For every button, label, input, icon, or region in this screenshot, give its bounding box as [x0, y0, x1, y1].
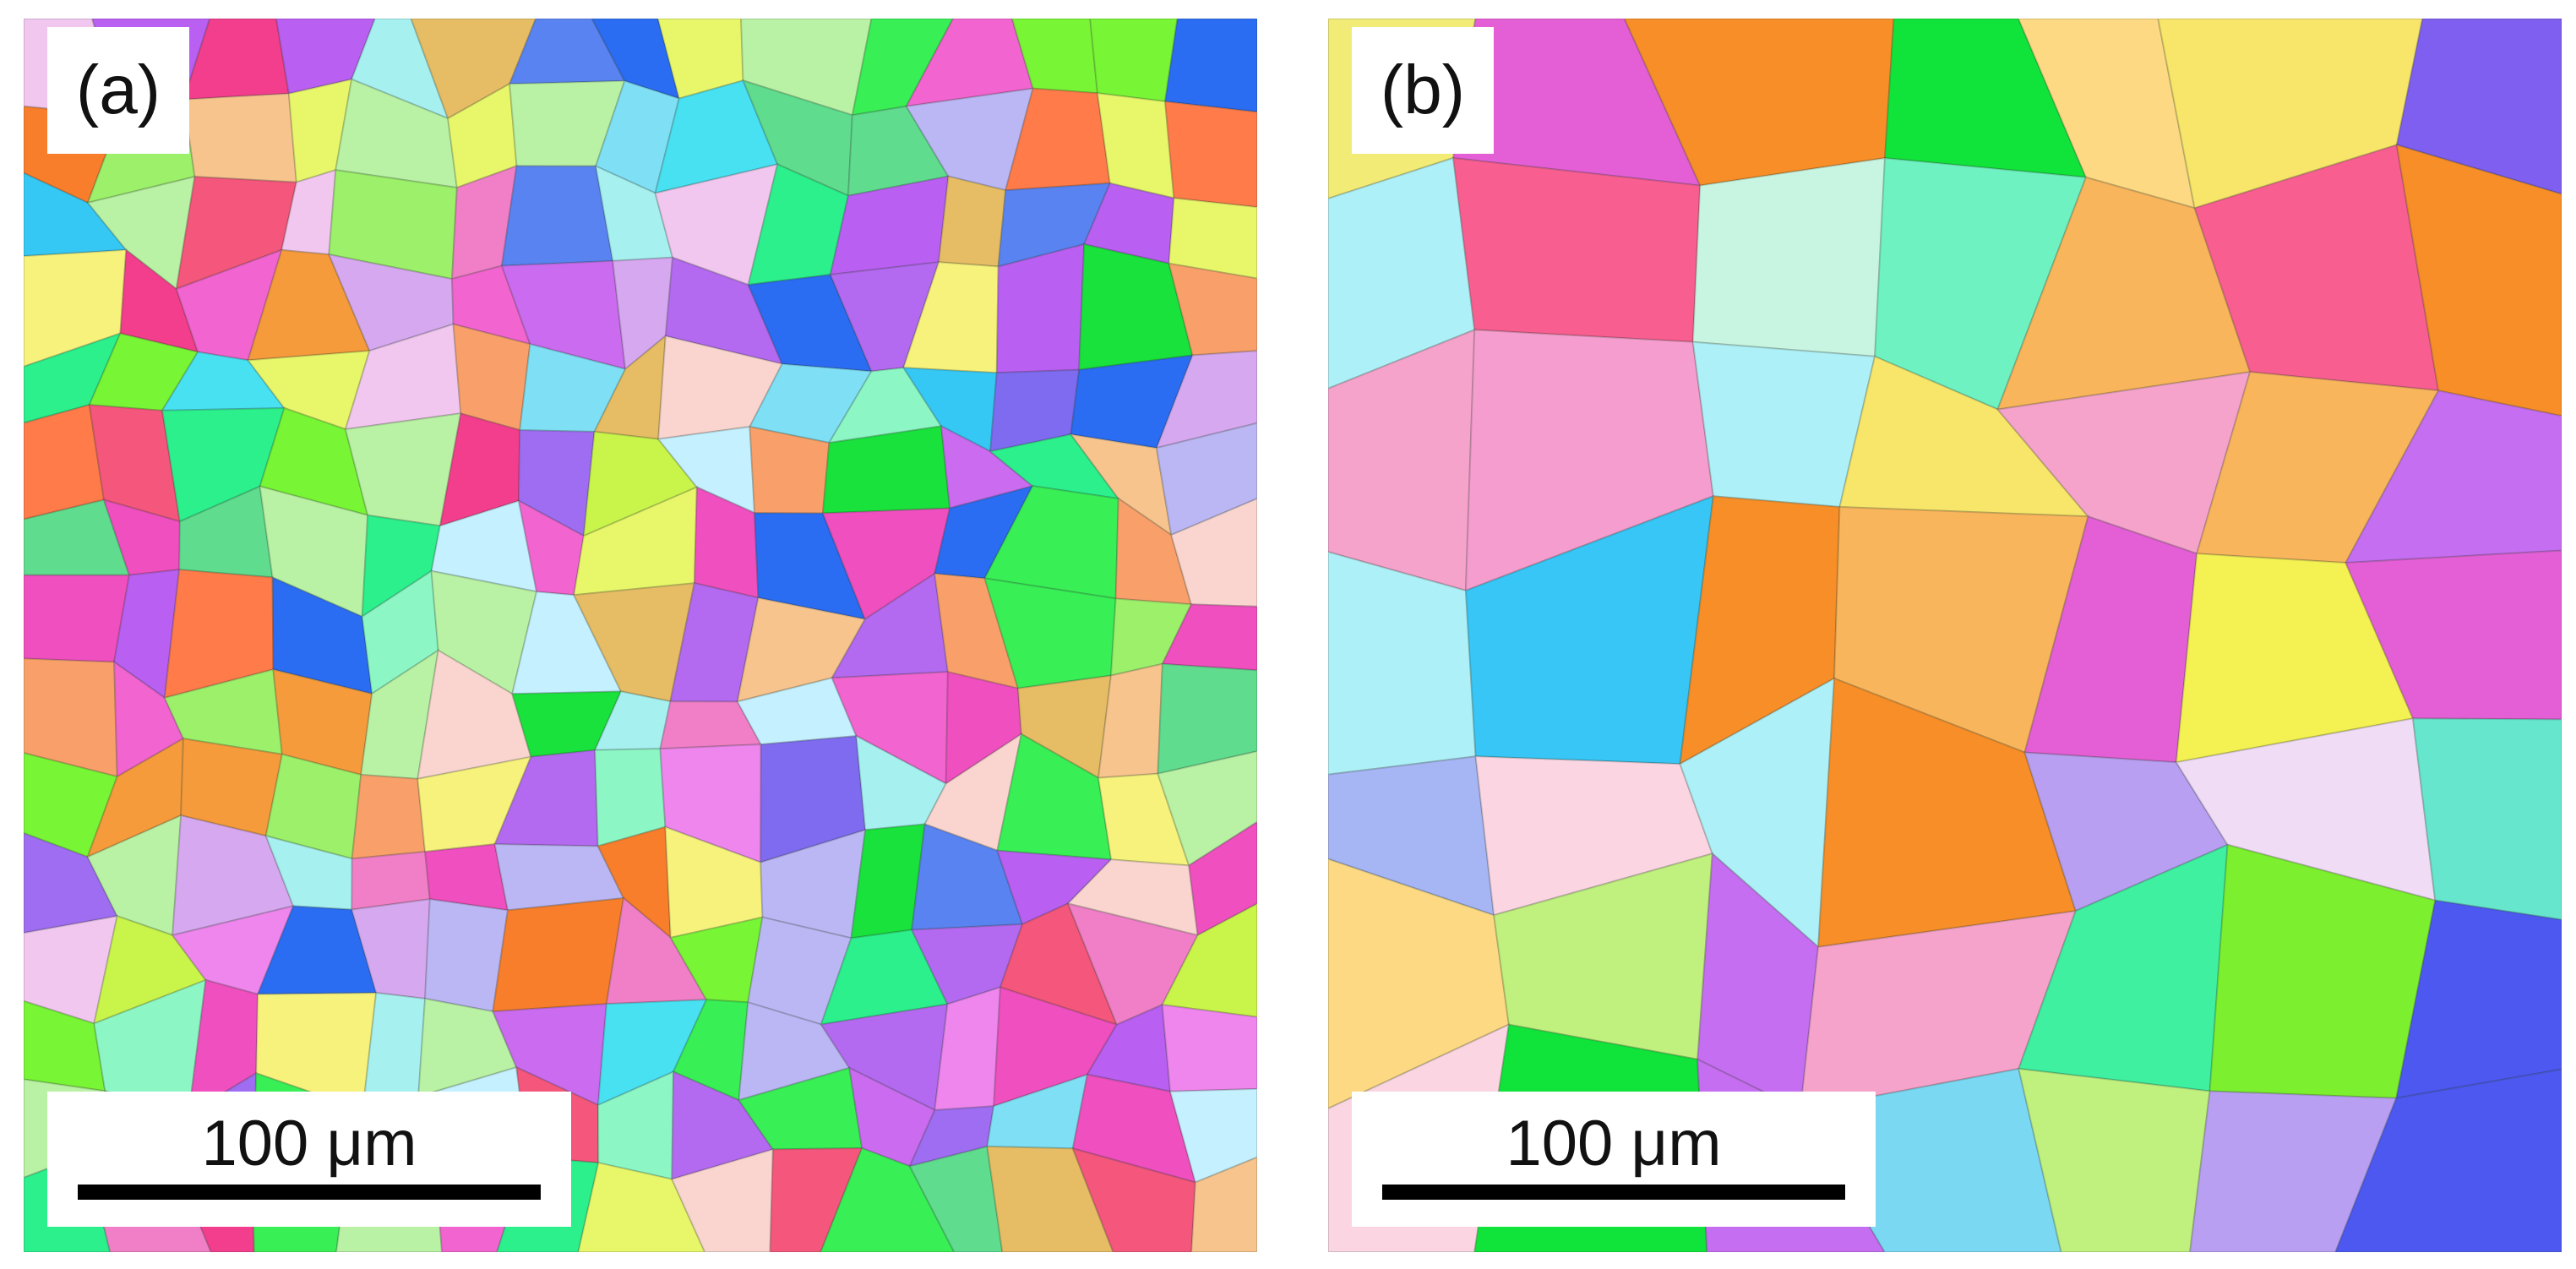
grain: [1451, 156, 1702, 343]
grain: [1071, 1146, 1196, 1252]
grain: [820, 1146, 956, 1252]
grain: [2344, 549, 2562, 721]
grain: [1155, 422, 1257, 536]
grain: [1190, 1156, 1257, 1252]
grain: [995, 242, 1086, 374]
grain: [1161, 603, 1257, 672]
grain: [1168, 262, 1257, 357]
scale-bar-b: 100 μm: [1352, 1092, 1876, 1227]
grain: [670, 1148, 774, 1252]
grain: [749, 425, 831, 515]
grain: [1168, 1087, 1257, 1184]
grain: [1155, 350, 1257, 449]
scale-bar-label-b: 100 μm: [1506, 1108, 1722, 1179]
grain: [500, 165, 614, 267]
grain: [1691, 156, 1887, 357]
grain: [2395, 899, 2562, 1100]
grain: [492, 896, 625, 1013]
grain: [1170, 498, 1257, 607]
grain: [1168, 197, 1257, 280]
grain: [182, 92, 297, 183]
grain: [2395, 144, 2562, 417]
ebsd-map-panel-a: (a) 100 μm: [24, 19, 1257, 1252]
grain: [24, 574, 131, 663]
grain: [1163, 100, 1257, 209]
grain: [1161, 902, 1257, 1018]
grain: [986, 1145, 1114, 1252]
grain-map-a: [24, 19, 1257, 1252]
grain: [1157, 662, 1257, 776]
grain: [1161, 1004, 1257, 1092]
grain: [2189, 1090, 2398, 1252]
grain: [908, 1145, 1004, 1252]
scale-bar-a: 100 μm: [47, 1092, 571, 1227]
grain: [2018, 1067, 2211, 1252]
grain: [769, 1146, 863, 1252]
scale-bar-line-a: [78, 1185, 541, 1200]
grain: [2411, 717, 2562, 921]
grain: [2334, 1068, 2562, 1252]
ebsd-map-panel-b: (b) 100 μm: [1328, 19, 2562, 1252]
grain: [1089, 19, 1179, 103]
grain: [1157, 750, 1257, 867]
scale-bar-line-b: [1382, 1185, 1845, 1200]
grain: [2344, 389, 2562, 564]
grain: [577, 1162, 706, 1252]
grain: [1163, 19, 1257, 113]
grain: [937, 175, 1007, 268]
grain-map-b: [1328, 19, 2562, 1252]
grain: [1188, 820, 1257, 937]
scale-bar-label-a: 100 μm: [201, 1108, 417, 1179]
panel-label-b: (b): [1352, 27, 1494, 154]
grain: [2395, 19, 2562, 195]
grain: [351, 773, 427, 860]
panel-label-a: (a): [47, 27, 189, 154]
